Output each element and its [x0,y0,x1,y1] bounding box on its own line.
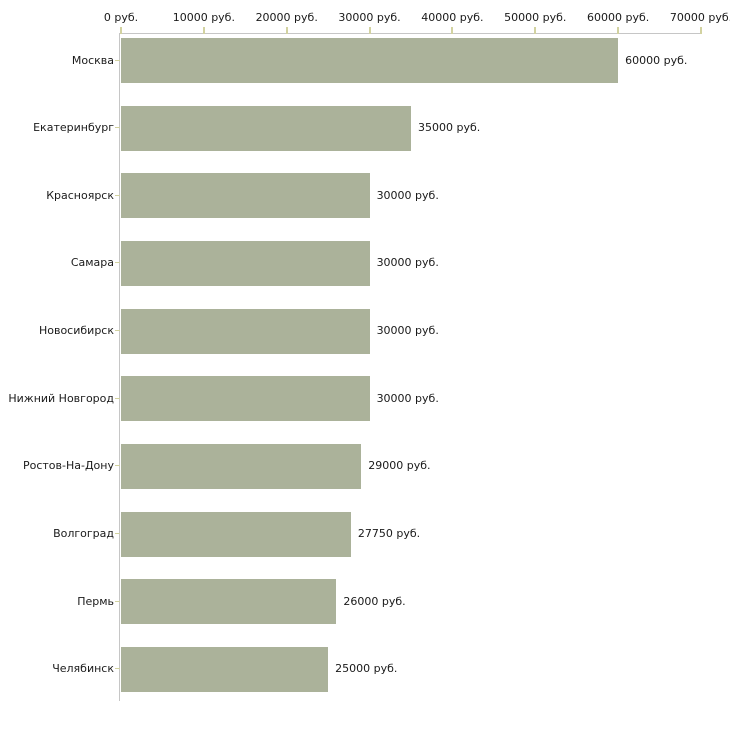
y-axis-tick-mark [115,194,120,196]
bar [121,443,362,489]
x-axis-tick-mark [451,27,454,34]
bar [121,308,370,354]
value-label: 26000 руб. [343,594,406,608]
category-label: Волгоград [53,527,114,541]
value-label: 30000 руб. [376,391,439,405]
x-axis-tick-mark [617,27,620,34]
x-axis-tick-label: 0 руб. [103,11,139,24]
value-label: 60000 руб. [625,53,688,67]
y-axis-tick-mark [115,330,120,332]
category-label: Красноярск [46,188,114,202]
x-axis-tick-mark [202,27,205,34]
bar [121,376,370,422]
x-axis-tick-label: 60000 руб. [587,11,650,24]
y-axis-tick-mark [115,600,120,602]
bar [121,173,370,219]
x-axis-tick-mark [534,27,537,34]
category-label: Новосибирск [38,324,114,338]
value-label: 27750 руб. [357,527,421,541]
x-axis-tick-mark [368,27,371,34]
x-axis-tick-label: 50000 руб. [504,11,567,24]
category-label: Москва [71,53,114,67]
y-axis-tick-mark [115,533,120,535]
x-axis-tick-label: 40000 руб. [421,11,484,24]
bar [121,105,411,151]
x-axis-tick-mark [120,27,122,34]
y-axis-tick-mark [115,465,120,467]
value-label: 30000 руб. [376,188,439,202]
x-axis-tick-label: 70000 руб. [669,11,730,24]
category-label: Екатеринбург [33,121,114,135]
x-axis-line [120,33,701,34]
x-axis-tick-mark [700,27,702,34]
x-axis-tick-mark [285,27,288,34]
x-axis-tick-label: 20000 руб. [255,11,318,24]
category-label: Челябинск [52,662,114,676]
bar [121,646,329,692]
category-label: Самара [70,256,114,270]
bar [121,511,351,557]
y-axis-tick-mark [115,262,120,264]
x-axis-tick-label: 10000 руб. [172,11,235,24]
category-label: Пермь [77,594,114,608]
x-axis-tick-label: 30000 руб. [338,11,401,24]
value-label: 30000 руб. [376,256,439,270]
y-axis-tick-mark [115,127,120,129]
y-axis-tick-mark [115,668,120,670]
category-label: Ростов-На-Дону [22,459,114,473]
value-label: 35000 руб. [418,121,481,135]
bar [121,38,619,83]
y-axis-tick-mark [115,397,120,399]
value-label: 25000 руб. [335,662,398,676]
bar [121,579,337,625]
category-label: Нижний Новгород [8,391,114,405]
bar [121,240,370,286]
value-label: 29000 руб. [368,459,431,473]
y-axis-line [119,33,120,701]
y-axis-tick-mark [115,59,120,61]
value-label: 30000 руб. [376,324,439,338]
